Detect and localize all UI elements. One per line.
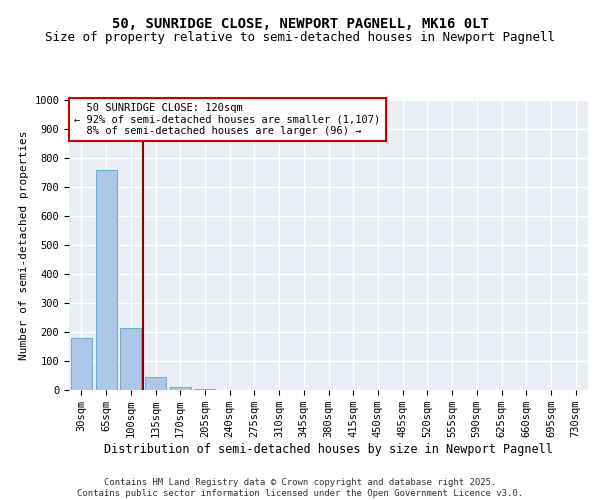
Text: 50, SUNRIDGE CLOSE, NEWPORT PAGNELL, MK16 0LT: 50, SUNRIDGE CLOSE, NEWPORT PAGNELL, MK1…	[112, 18, 488, 32]
X-axis label: Distribution of semi-detached houses by size in Newport Pagnell: Distribution of semi-detached houses by …	[104, 443, 553, 456]
Bar	[120, 328, 141, 390]
Text: Size of property relative to semi-detached houses in Newport Pagnell: Size of property relative to semi-detach…	[45, 31, 555, 44]
Bar	[170, 387, 191, 390]
Text: 50 SUNRIDGE CLOSE: 120sqm
← 92% of semi-detached houses are smaller (1,107)
  8%: 50 SUNRIDGE CLOSE: 120sqm ← 92% of semi-…	[74, 103, 380, 136]
Y-axis label: Number of semi-detached properties: Number of semi-detached properties	[19, 130, 29, 360]
Bar	[95, 170, 116, 390]
Text: Contains HM Land Registry data © Crown copyright and database right 2025.
Contai: Contains HM Land Registry data © Crown c…	[77, 478, 523, 498]
Bar	[71, 338, 92, 390]
Bar	[145, 377, 166, 390]
